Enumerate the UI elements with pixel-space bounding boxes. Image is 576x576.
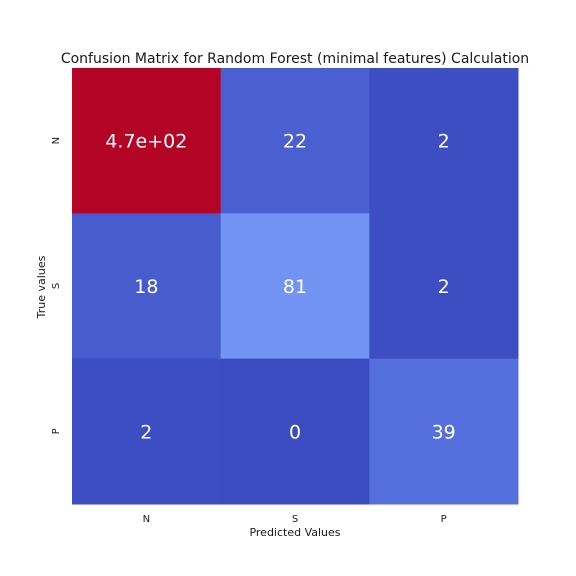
y-tick-label: P (51, 428, 62, 434)
x-tick-label: P (441, 514, 447, 525)
cell-annotation: 18 (134, 276, 158, 298)
y-tick-labels: N S P (51, 137, 62, 434)
heatmap-cell-P-P (369, 358, 519, 505)
cell-annotation: 2 (140, 421, 152, 443)
cell-annotation: 4.7e+02 (105, 131, 187, 153)
y-tick-label: N (51, 137, 62, 144)
heatmap-cell-N-N (72, 68, 222, 214)
y-tick-label: S (51, 283, 62, 289)
cell-annotation: 0 (289, 421, 301, 443)
chart-title: Confusion Matrix for Random Forest (mini… (61, 51, 529, 67)
heatmap-cells (72, 68, 519, 505)
cell-annotation: 22 (283, 131, 307, 153)
x-axis-label: Predicted Values (249, 526, 340, 539)
heatmap-cell-S-P (369, 213, 519, 360)
x-tick-label: S (292, 514, 298, 525)
heatmap-cell-S-N (72, 213, 222, 360)
cell-annotation: 81 (283, 276, 307, 298)
y-axis-label: True values (35, 255, 48, 319)
heatmap-cell-S-S (220, 213, 370, 360)
heatmap-cell-N-S (220, 68, 370, 214)
heatmap-cell-P-N (72, 358, 222, 505)
cell-annotation: 2 (438, 131, 450, 153)
cell-annotation: 39 (432, 421, 456, 443)
heatmap-cell-P-S (220, 358, 370, 505)
heatmap-cell-N-P (369, 68, 519, 214)
cell-annotation: 2 (438, 276, 450, 298)
cell-annotations: 4.7e+02 22 218 81 22 0 39 (105, 131, 455, 444)
x-tick-label: N (143, 514, 150, 525)
